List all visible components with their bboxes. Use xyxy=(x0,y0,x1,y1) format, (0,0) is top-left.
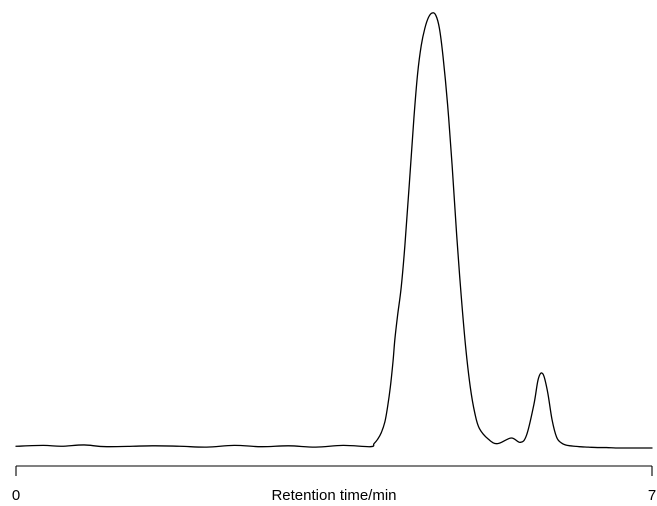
x-axis-title: Retention time/min xyxy=(271,487,396,504)
x-tick-label: 7 xyxy=(648,487,656,504)
chromatogram-trace xyxy=(15,12,653,449)
x-tick-label: 0 xyxy=(12,487,20,504)
plot-area xyxy=(15,12,653,449)
